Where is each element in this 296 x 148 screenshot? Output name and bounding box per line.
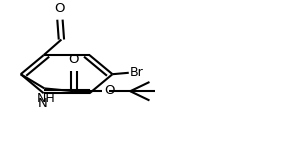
- Text: Br: Br: [130, 66, 144, 79]
- Text: O: O: [104, 84, 115, 97]
- Text: NH: NH: [36, 92, 55, 105]
- Text: O: O: [69, 53, 79, 66]
- Text: N: N: [37, 97, 47, 110]
- Text: O: O: [55, 2, 65, 15]
